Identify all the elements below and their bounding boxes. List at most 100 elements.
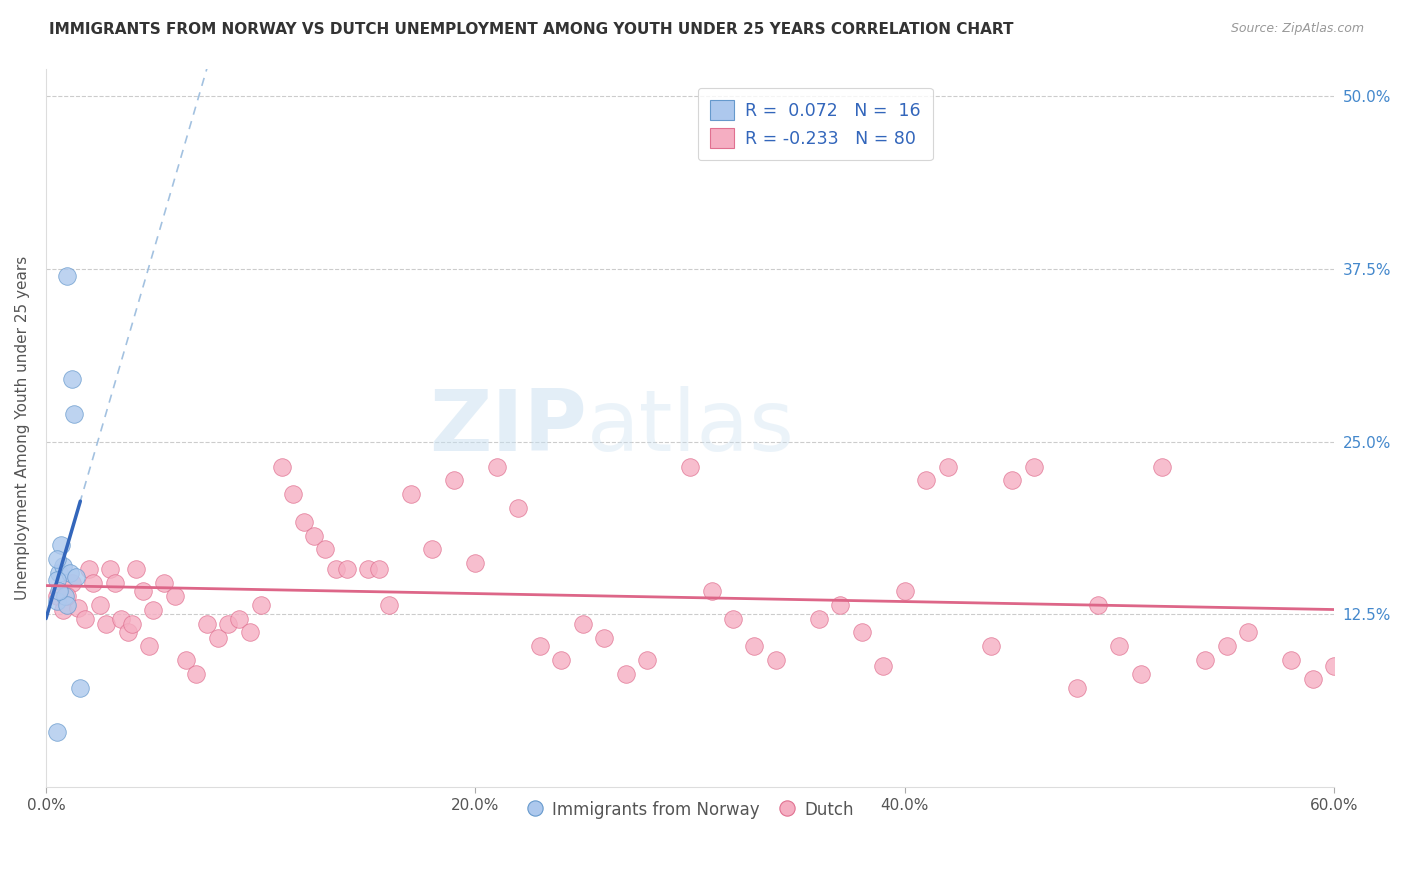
Point [49, 538, 72, 552]
Point [325, 562, 347, 576]
Point [104, 575, 127, 590]
Point [508, 501, 530, 516]
Point [45, 590, 67, 604]
Point [89, 598, 111, 612]
Point [94, 617, 117, 632]
Point [45, 552, 67, 566]
Point [60, 575, 83, 590]
Point [1022, 459, 1045, 474]
Point [807, 611, 830, 625]
Point [58, 566, 80, 580]
Point [614, 666, 637, 681]
Point [550, 653, 572, 667]
Point [915, 474, 938, 488]
Point [186, 666, 208, 681]
Point [1216, 639, 1239, 653]
Point [1365, 617, 1388, 632]
Point [1001, 474, 1024, 488]
Point [67, 600, 90, 615]
Point [700, 583, 723, 598]
Point [1087, 598, 1109, 612]
Point [571, 617, 593, 632]
Point [153, 575, 176, 590]
Point [980, 639, 1002, 653]
Point [399, 487, 422, 501]
Point [131, 583, 153, 598]
Point [138, 639, 160, 653]
Point [529, 639, 551, 653]
Point [357, 562, 380, 576]
Point [367, 562, 389, 576]
Point [679, 459, 702, 474]
Point [378, 598, 401, 612]
Point [304, 528, 326, 542]
Point [314, 542, 336, 557]
Point [1129, 666, 1152, 681]
Point [1237, 625, 1260, 640]
Text: Source: ZipAtlas.com: Source: ZipAtlas.com [1230, 22, 1364, 36]
Point [281, 487, 304, 501]
Point [636, 653, 658, 667]
Point [48, 566, 70, 580]
Point [195, 617, 218, 632]
Point [443, 474, 465, 488]
Point [45, 573, 67, 587]
Point [73, 611, 96, 625]
Point [1302, 673, 1324, 687]
Point [1344, 562, 1367, 576]
Point [335, 562, 357, 576]
Point [1108, 639, 1130, 653]
Point [593, 631, 616, 645]
Point [56, 590, 79, 604]
Point [45, 593, 67, 607]
Point [894, 583, 917, 598]
Point [163, 590, 186, 604]
Point [56, 598, 79, 612]
Point [45, 725, 67, 739]
Point [69, 681, 91, 695]
Point [82, 575, 104, 590]
Point [292, 515, 315, 529]
Point [485, 459, 508, 474]
Point [207, 631, 229, 645]
Point [217, 617, 239, 632]
Text: IMMIGRANTS FROM NORWAY VS DUTCH UNEMPLOYMENT AMONG YOUTH UNDER 25 YEARS CORRELAT: IMMIGRANTS FROM NORWAY VS DUTCH UNEMPLOY… [49, 22, 1014, 37]
Point [56, 268, 79, 283]
Legend: Immigrants from Norway, Dutch: Immigrants from Norway, Dutch [520, 794, 860, 826]
Point [830, 598, 852, 612]
Point [721, 611, 744, 625]
Point [1279, 653, 1302, 667]
Point [125, 562, 148, 576]
Point [52, 559, 75, 574]
Point [1066, 681, 1088, 695]
Text: ZIP: ZIP [429, 386, 588, 469]
Point [249, 598, 271, 612]
Point [422, 542, 444, 557]
Point [52, 603, 75, 617]
Point [174, 653, 197, 667]
Point [142, 603, 165, 617]
Point [464, 556, 486, 570]
Text: atlas: atlas [588, 386, 794, 469]
Point [1194, 653, 1216, 667]
Point [117, 625, 139, 640]
Point [63, 407, 86, 421]
Point [744, 639, 766, 653]
Point [60, 372, 83, 386]
Point [48, 583, 70, 598]
Y-axis label: Unemployment Among Youth under 25 years: Unemployment Among Youth under 25 years [15, 256, 30, 600]
Point [872, 658, 894, 673]
Point [239, 625, 262, 640]
Point [65, 570, 87, 584]
Point [228, 611, 250, 625]
Point [765, 653, 787, 667]
Point [1388, 639, 1406, 653]
Point [851, 625, 873, 640]
Point [271, 459, 294, 474]
Point [53, 590, 76, 604]
Point [1152, 459, 1174, 474]
Point [77, 562, 100, 576]
Point [936, 459, 959, 474]
Point [100, 562, 122, 576]
Point [110, 611, 132, 625]
